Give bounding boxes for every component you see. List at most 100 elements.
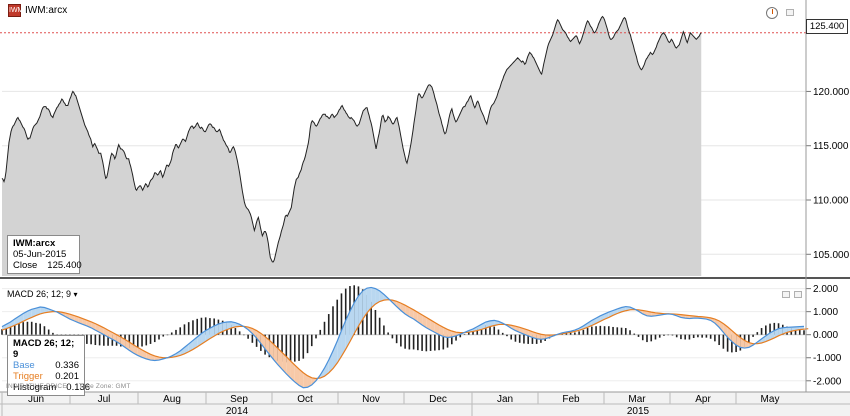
histogram-bar bbox=[175, 329, 177, 335]
histogram-bar bbox=[247, 334, 249, 339]
macd-fill-segment bbox=[27, 309, 32, 320]
histogram-bar bbox=[574, 332, 576, 335]
macd-fill-segment bbox=[205, 328, 210, 342]
histogram-bar bbox=[417, 334, 419, 351]
macd-fill-segment bbox=[184, 343, 189, 354]
macd-fill-segment bbox=[303, 372, 308, 388]
macd-close-icon[interactable] bbox=[794, 291, 802, 298]
histogram-bar bbox=[281, 334, 283, 362]
histogram-bar bbox=[667, 334, 670, 336]
histogram-bar bbox=[705, 334, 708, 338]
chart-type-icon[interactable]: IWM bbox=[8, 4, 23, 17]
year-label: 2015 bbox=[627, 406, 650, 416]
histogram-bar bbox=[13, 324, 16, 335]
timezone-label: Time Zone: GMT bbox=[78, 383, 131, 390]
histogram-bar bbox=[489, 325, 491, 335]
macd-fill-segment bbox=[396, 301, 401, 311]
chevron-down-icon[interactable]: ▾ bbox=[73, 290, 78, 299]
macd-histogram bbox=[1, 285, 805, 363]
window-icon[interactable] bbox=[786, 9, 794, 16]
histogram-bar bbox=[196, 318, 198, 335]
macd-fill-segment bbox=[294, 365, 300, 386]
histogram-bar bbox=[578, 331, 580, 335]
histogram-bar bbox=[310, 334, 313, 347]
histogram-bar bbox=[480, 326, 483, 335]
macd-fill-segment bbox=[443, 327, 448, 338]
histogram-bar bbox=[688, 334, 691, 340]
histogram-bar bbox=[230, 324, 232, 335]
histogram-bar bbox=[145, 334, 148, 346]
macd-grid bbox=[2, 288, 806, 382]
histogram-bar bbox=[624, 328, 627, 335]
macd-fill-segment bbox=[252, 328, 257, 339]
histogram-bar bbox=[285, 334, 288, 363]
macd-indicator-label[interactable]: MACD 26; 12; 9 ▾ bbox=[7, 289, 78, 299]
histogram-bar bbox=[332, 306, 334, 335]
histogram-bar bbox=[608, 326, 610, 335]
histogram-bar bbox=[111, 334, 114, 346]
histogram-bar bbox=[671, 334, 674, 336]
histogram-bar bbox=[323, 321, 326, 335]
histogram-bar bbox=[709, 334, 712, 339]
histogram-bar bbox=[455, 334, 457, 341]
histogram-bar bbox=[103, 334, 105, 346]
macd-fill-segment bbox=[426, 317, 431, 331]
macd-window-icon[interactable] bbox=[782, 291, 790, 298]
macd-fill-segment bbox=[282, 352, 287, 374]
histogram-bar bbox=[170, 332, 173, 335]
macd-tick-label: 1.000 bbox=[813, 307, 838, 318]
histogram-bar bbox=[327, 314, 330, 335]
histogram-bar bbox=[302, 334, 305, 359]
histogram-bar bbox=[391, 334, 394, 339]
macd-fill-segment bbox=[489, 320, 495, 327]
histogram-bar bbox=[340, 293, 343, 335]
histogram-bar bbox=[162, 334, 165, 337]
macd-fill-segment bbox=[209, 325, 215, 339]
histogram-bar bbox=[506, 334, 508, 337]
ticker-label[interactable]: IWM:arcx bbox=[25, 5, 68, 16]
price-area bbox=[2, 16, 702, 276]
macd-fill-segment bbox=[226, 321, 232, 330]
trigger-label: Trigger bbox=[13, 371, 43, 382]
macd-fill-segment bbox=[451, 331, 457, 337]
macd-fill-segment bbox=[642, 310, 647, 316]
histogram-bar bbox=[514, 334, 517, 342]
macd-fill-segment bbox=[35, 307, 41, 316]
histogram-bar bbox=[620, 327, 623, 335]
macd-fill-segment bbox=[405, 305, 410, 317]
histogram-bar bbox=[107, 334, 109, 346]
histogram-bar bbox=[18, 323, 20, 335]
histogram-bar bbox=[497, 329, 500, 335]
histogram-bar bbox=[527, 334, 529, 344]
histogram-bar bbox=[9, 326, 12, 335]
histogram-bar bbox=[1, 329, 3, 335]
histogram-bar bbox=[141, 334, 143, 347]
histogram-bar bbox=[697, 334, 699, 338]
macd-fill-segment bbox=[447, 329, 452, 338]
histogram-bar bbox=[531, 334, 534, 344]
month-label: Apr bbox=[695, 394, 711, 405]
trigger-value: 0.201 bbox=[55, 371, 79, 382]
macd-label-text: MACD 26; 12; 9 bbox=[7, 289, 72, 299]
histogram-bar bbox=[650, 334, 653, 342]
clock-icon[interactable] bbox=[766, 7, 778, 19]
macd-fill-segment bbox=[201, 330, 206, 345]
macd-tick-label: -1.000 bbox=[813, 353, 842, 364]
macd-fill-segment bbox=[231, 321, 236, 329]
histogram-bar bbox=[718, 334, 720, 346]
histogram-bar bbox=[204, 317, 207, 335]
macd-fill-segment bbox=[133, 344, 138, 356]
macd-fill-segment bbox=[434, 322, 440, 335]
histogram-bar bbox=[752, 334, 754, 337]
histogram-bar bbox=[523, 334, 525, 344]
histogram-bar bbox=[30, 321, 33, 335]
macd-fill-segment bbox=[307, 375, 312, 388]
histogram-bar bbox=[582, 329, 585, 335]
histogram-bar bbox=[446, 334, 449, 348]
macd-fill-segment bbox=[180, 347, 185, 356]
histogram-bar bbox=[370, 301, 372, 335]
month-label: Dec bbox=[429, 394, 447, 405]
macd-fill-segment bbox=[366, 287, 372, 314]
macd-tick-label: -2.000 bbox=[813, 376, 842, 387]
time-axis: Jun Jul Aug Sep Oct Nov Dec Jan Feb Mar Apr May 2014… bbox=[0, 391, 850, 416]
